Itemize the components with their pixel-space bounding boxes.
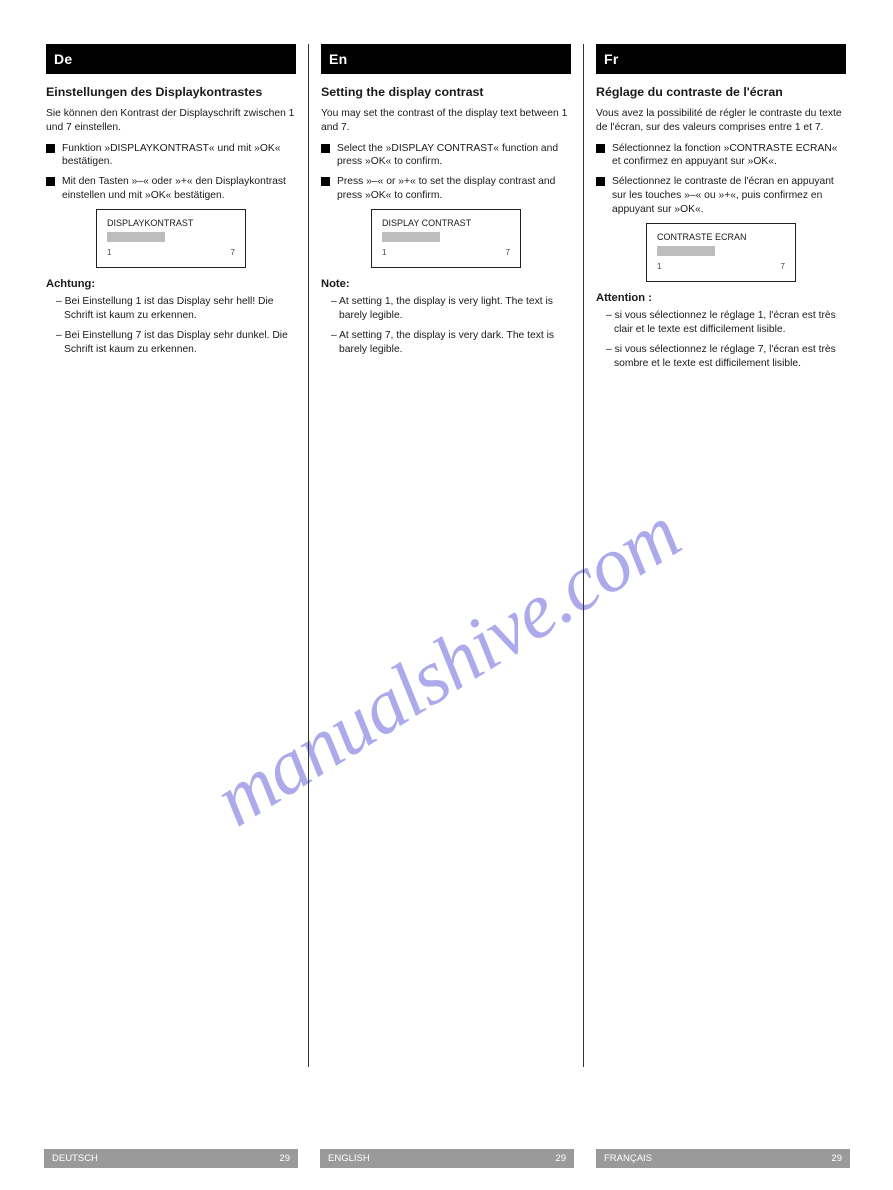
lang-bar: Fr	[596, 44, 846, 74]
footer: DEUTSCH 29 ENGLISH 29 FRANÇAIS 29	[44, 1149, 850, 1168]
warning-heading: Achtung:	[46, 278, 296, 290]
scale-row: 1 7	[107, 248, 235, 257]
column-en: En Setting the display contrast You may …	[319, 44, 573, 1067]
contrast-bar	[382, 232, 440, 242]
display-label: DISPLAYKONTRAST	[107, 218, 235, 228]
section-title: Réglage du contraste de l'écran	[596, 84, 846, 101]
bullet-text: Select the »DISPLAY CONTRAST« function a…	[337, 142, 571, 170]
footer-page: 29	[831, 1153, 842, 1164]
footer-col-en: ENGLISH 29	[320, 1149, 574, 1168]
bullet-item: Mit den Tasten »–« oder »+« den Displayk…	[46, 175, 296, 203]
scale-max: 7	[231, 248, 235, 257]
display-preview-box: CONTRASTE ECRAN 1 7	[646, 223, 796, 282]
bullet-text: Sélectionnez le contraste de l'écran en …	[612, 175, 846, 217]
warning-item: si vous sélectionnez le réglage 7, l'écr…	[606, 343, 846, 371]
footer-lang: ENGLISH	[328, 1153, 370, 1164]
scale-min: 1	[657, 262, 661, 271]
warning-item: At setting 7, the display is very dark. …	[331, 329, 571, 357]
warning-heading: Attention :	[596, 292, 846, 304]
intro-text: You may set the contrast of the display …	[321, 107, 571, 135]
footer-col-de: DEUTSCH 29	[44, 1149, 298, 1168]
display-preview-box: DISPLAYKONTRAST 1 7	[96, 209, 246, 268]
intro-text: Sie können den Kontrast der Displayschri…	[46, 107, 296, 135]
footer-spacer	[298, 1149, 320, 1168]
bullet-text: Press »–« or »+« to set the display cont…	[337, 175, 571, 203]
lang-bar: En	[321, 44, 571, 74]
scale-max: 7	[506, 248, 510, 257]
bullet-item: Press »–« or »+« to set the display cont…	[321, 175, 571, 203]
contrast-bar	[107, 232, 165, 242]
bullet-text: Sélectionnez la fonction »CONTRASTE ECRA…	[612, 142, 846, 170]
bullet-item: Funktion »DISPLAYKONTRAST« und mit »OK« …	[46, 142, 296, 170]
bullet-text: Mit den Tasten »–« oder »+« den Displayk…	[62, 175, 296, 203]
warning-item: At setting 1, the display is very light.…	[331, 295, 571, 323]
square-bullet-icon	[596, 177, 605, 186]
bullet-text: Funktion »DISPLAYKONTRAST« und mit »OK« …	[62, 142, 296, 170]
column-de: De Einstellungen des Displaykontrastes S…	[44, 44, 298, 1067]
footer-page: 29	[555, 1153, 566, 1164]
scale-row: 1 7	[657, 262, 785, 271]
square-bullet-icon	[596, 144, 605, 153]
warning-item: si vous sélectionnez le réglage 1, l'écr…	[606, 309, 846, 337]
bullet-item: Sélectionnez le contraste de l'écran en …	[596, 175, 846, 217]
display-label: CONTRASTE ECRAN	[657, 232, 785, 242]
bullet-item: Select the »DISPLAY CONTRAST« function a…	[321, 142, 571, 170]
columns-container: De Einstellungen des Displaykontrastes S…	[44, 44, 850, 1067]
lang-bar: De	[46, 44, 296, 74]
display-preview-box: DISPLAY CONTRAST 1 7	[371, 209, 521, 268]
warning-item: Bei Einstellung 7 ist das Display sehr d…	[56, 329, 296, 357]
warning-heading: Note:	[321, 278, 571, 290]
footer-page: 29	[279, 1153, 290, 1164]
footer-lang: FRANÇAIS	[604, 1153, 652, 1164]
section-title: Setting the display contrast	[321, 84, 571, 101]
page: manualshive.com De Einstellungen des Dis…	[0, 0, 893, 1190]
scale-min: 1	[382, 248, 386, 257]
section-title: Einstellungen des Displaykontrastes	[46, 84, 296, 101]
bullet-item: Sélectionnez la fonction »CONTRASTE ECRA…	[596, 142, 846, 170]
column-separator	[308, 44, 309, 1067]
scale-row: 1 7	[382, 248, 510, 257]
scale-min: 1	[107, 248, 111, 257]
scale-max: 7	[781, 262, 785, 271]
column-fr: Fr Réglage du contraste de l'écran Vous …	[594, 44, 848, 1067]
footer-col-fr: FRANÇAIS 29	[596, 1149, 850, 1168]
square-bullet-icon	[46, 144, 55, 153]
column-separator	[583, 44, 584, 1067]
square-bullet-icon	[321, 144, 330, 153]
footer-spacer	[574, 1149, 596, 1168]
square-bullet-icon	[46, 177, 55, 186]
intro-text: Vous avez la possibilité de régler le co…	[596, 107, 846, 135]
warning-item: Bei Einstellung 1 ist das Display sehr h…	[56, 295, 296, 323]
display-label: DISPLAY CONTRAST	[382, 218, 510, 228]
footer-lang: DEUTSCH	[52, 1153, 98, 1164]
contrast-bar	[657, 246, 715, 256]
square-bullet-icon	[321, 177, 330, 186]
